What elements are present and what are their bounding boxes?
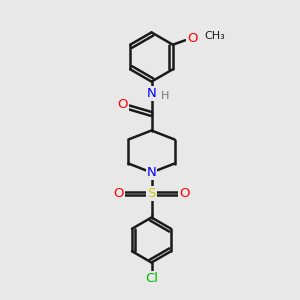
Text: Cl: Cl [145, 272, 158, 285]
Text: S: S [147, 187, 156, 200]
Text: O: O [113, 187, 124, 200]
Text: O: O [118, 98, 128, 112]
Text: O: O [179, 187, 190, 200]
Text: N: N [147, 166, 156, 179]
Text: O: O [187, 32, 197, 45]
Text: N: N [147, 87, 156, 100]
Text: H: H [160, 91, 169, 101]
Text: CH₃: CH₃ [204, 31, 225, 41]
